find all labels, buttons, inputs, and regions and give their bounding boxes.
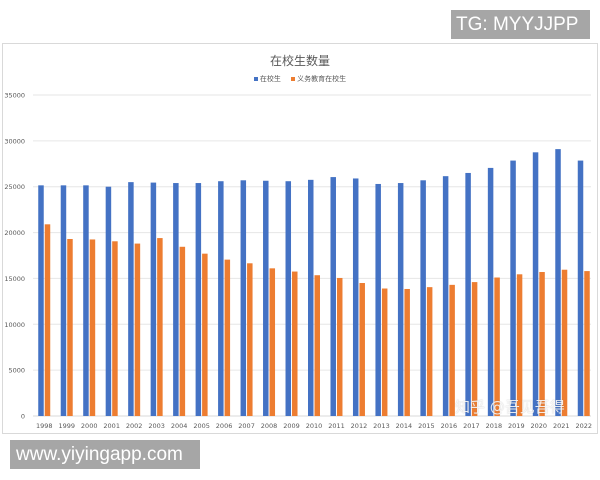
bar-students — [38, 185, 44, 416]
y-tick-label: 20000 — [4, 229, 25, 237]
bar-students — [285, 181, 292, 416]
y-tick-label: 30000 — [4, 137, 25, 145]
x-tick-label: 2000 — [81, 422, 98, 430]
bar-students — [532, 152, 539, 417]
x-tick-label: 2017 — [463, 422, 480, 430]
bar-students — [150, 182, 157, 416]
bar-compulsory-students — [157, 238, 163, 416]
x-tick-label: 2013 — [373, 422, 390, 430]
x-tick-label: 2014 — [396, 422, 413, 430]
zhihu-watermark: 知乎 @吾见吾得 — [455, 398, 565, 416]
bar-compulsory-students — [269, 268, 276, 416]
bar-students — [60, 185, 67, 416]
bar-students — [442, 176, 449, 416]
bar-students — [577, 160, 584, 416]
bar-students — [375, 183, 381, 416]
x-tick-label: 2008 — [261, 422, 278, 430]
x-tick-label: 2011 — [328, 422, 345, 430]
bar-compulsory-students — [224, 259, 231, 416]
bar-students — [555, 149, 561, 416]
bar-compulsory-students — [89, 239, 96, 416]
bar-compulsory-students — [404, 288, 410, 416]
bar-compulsory-students — [584, 271, 590, 416]
bar-compulsory-students — [426, 287, 433, 416]
legend-item-series1: 在校生 — [253, 74, 281, 84]
x-tick-label: 2016 — [441, 422, 458, 430]
legend-swatch-orange-icon — [291, 77, 296, 81]
x-tick-label: 2020 — [531, 422, 548, 430]
bar-compulsory-students — [471, 282, 478, 416]
x-tick-label: 2005 — [193, 422, 210, 430]
x-tick-label: 2002 — [126, 422, 143, 430]
x-tick-label: 2012 — [351, 422, 368, 430]
website-watermark: www.yiyingapp.com — [10, 440, 200, 469]
x-tick-label: 2019 — [508, 422, 525, 430]
y-tick-label: 15000 — [4, 275, 25, 283]
x-tick-label: 2022 — [575, 422, 592, 430]
bar-students — [510, 160, 516, 416]
chart-legend: 在校生 义务教育在校生 — [0, 74, 600, 84]
bar-students — [195, 183, 202, 416]
bar-compulsory-students — [516, 274, 523, 416]
bar-compulsory-students — [314, 275, 320, 416]
tg-watermark: TG: MYYJJPP — [451, 10, 590, 39]
x-tick-label: 2007 — [238, 422, 255, 430]
legend-label: 在校生 — [259, 75, 281, 83]
bar-students — [352, 178, 359, 416]
bar-compulsory-students — [381, 288, 388, 416]
bar-students — [263, 180, 269, 416]
x-tick-label: 2004 — [171, 422, 188, 430]
bar-students — [420, 180, 426, 416]
bar-compulsory-students — [112, 241, 118, 416]
bar-compulsory-students — [202, 253, 208, 416]
bar-compulsory-students — [359, 283, 365, 416]
chart-title: 在校生数量 — [269, 54, 330, 68]
x-tick-label: 2001 — [103, 422, 120, 430]
y-tick-label: 35000 — [4, 92, 25, 100]
y-tick-label: 5000 — [8, 367, 25, 375]
bar-compulsory-students — [449, 284, 455, 416]
y-tick-label: 0 — [21, 413, 25, 421]
bar-students — [128, 182, 134, 416]
x-tick-label: 2021 — [553, 422, 570, 430]
bar-compulsory-students — [179, 246, 186, 416]
bar-students — [218, 181, 224, 416]
legend-label: 义务教育在校生 — [297, 75, 347, 83]
x-tick-label: 2015 — [418, 422, 435, 430]
bar-students — [83, 185, 89, 416]
bar-compulsory-students — [292, 271, 298, 416]
legend-swatch-blue-icon — [253, 77, 258, 81]
bar-students — [173, 183, 179, 416]
bar-students — [308, 179, 314, 416]
bar-compulsory-students — [67, 238, 73, 416]
bar-students — [330, 177, 336, 416]
bar-compulsory-students — [539, 272, 545, 416]
bar-compulsory-students — [561, 269, 568, 416]
legend-item-series2: 义务教育在校生 — [291, 74, 346, 84]
y-tick-label: 10000 — [4, 321, 25, 329]
bar-students — [240, 180, 247, 416]
bar-compulsory-students — [44, 224, 51, 416]
x-tick-label: 2018 — [486, 422, 503, 430]
x-tick-label: 1999 — [58, 422, 75, 430]
x-tick-label: 2006 — [216, 422, 233, 430]
bar-compulsory-students — [336, 277, 343, 416]
bar-compulsory-students — [247, 263, 253, 416]
bar-compulsory-students — [134, 243, 141, 416]
x-tick-label: 2009 — [283, 422, 300, 430]
x-tick-label: 1998 — [36, 422, 53, 430]
bar-students — [487, 167, 494, 416]
y-tick-label: 25000 — [4, 183, 25, 191]
x-tick-label: 2010 — [306, 422, 323, 430]
bar-students — [397, 183, 404, 416]
bar-students — [105, 186, 112, 416]
bar-students — [465, 172, 471, 416]
x-tick-label: 2003 — [148, 422, 165, 430]
bar-compulsory-students — [494, 277, 500, 416]
